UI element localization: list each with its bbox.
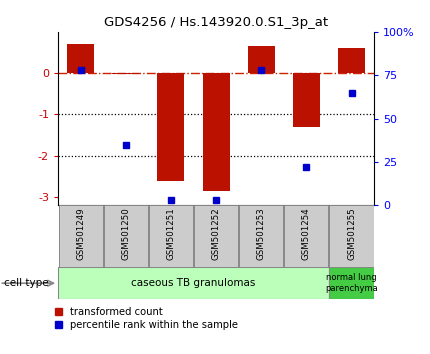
Text: GSM501249: GSM501249 <box>76 207 85 260</box>
Bar <box>239 205 283 267</box>
Bar <box>104 205 148 267</box>
Text: caseous TB granulomas: caseous TB granulomas <box>131 278 256 288</box>
Bar <box>329 205 374 267</box>
Bar <box>248 46 275 73</box>
Bar <box>284 205 329 267</box>
Text: GSM501250: GSM501250 <box>121 207 130 260</box>
Title: GDS4256 / Hs.143920.0.S1_3p_at: GDS4256 / Hs.143920.0.S1_3p_at <box>104 16 328 29</box>
Text: GSM501253: GSM501253 <box>257 207 266 260</box>
Bar <box>329 267 374 299</box>
Text: GSM501252: GSM501252 <box>212 207 221 260</box>
Bar <box>338 48 365 73</box>
Bar <box>149 205 193 267</box>
Bar <box>58 205 103 267</box>
Bar <box>203 73 230 191</box>
Text: normal lung
parenchyma: normal lung parenchyma <box>325 274 378 293</box>
Bar <box>58 267 329 299</box>
Text: GSM501255: GSM501255 <box>347 207 356 260</box>
Bar <box>67 44 94 73</box>
Legend: transformed count, percentile rank within the sample: transformed count, percentile rank withi… <box>55 306 240 331</box>
Bar <box>112 73 139 74</box>
Bar <box>157 73 184 181</box>
Text: cell type: cell type <box>4 278 49 288</box>
Text: GSM501251: GSM501251 <box>166 207 175 260</box>
Bar <box>194 205 238 267</box>
Bar <box>293 73 320 127</box>
Text: GSM501254: GSM501254 <box>302 207 311 260</box>
